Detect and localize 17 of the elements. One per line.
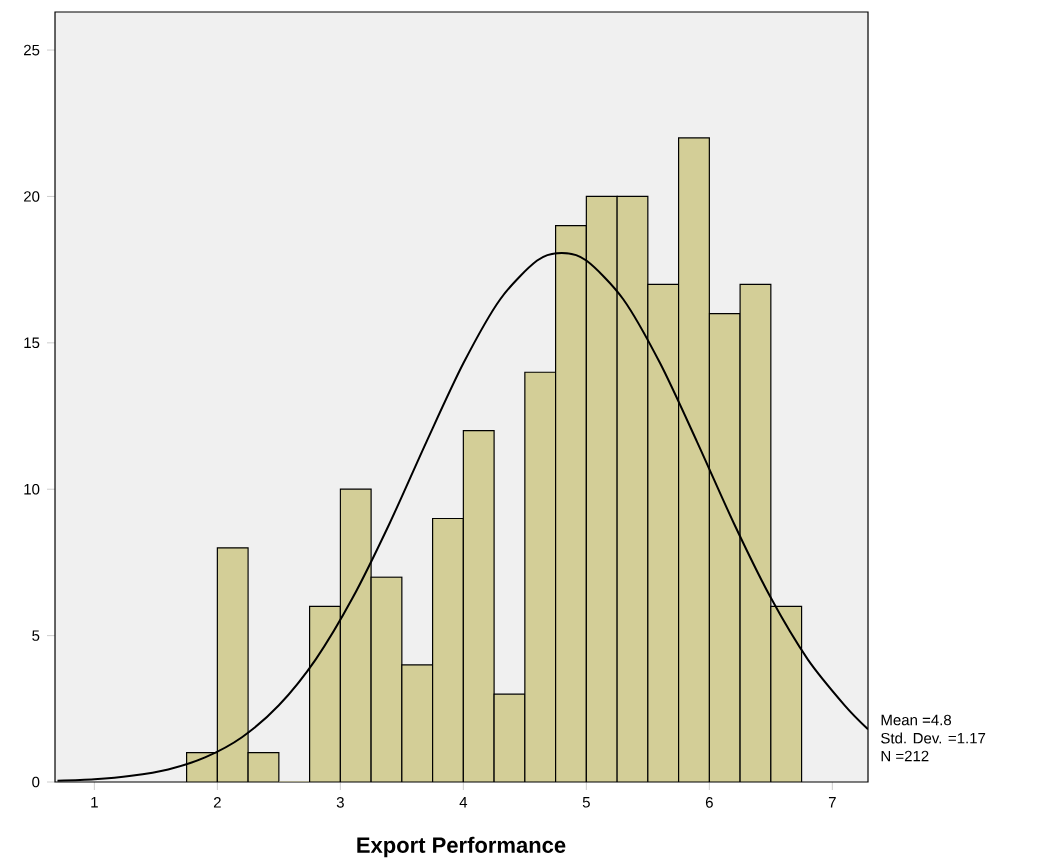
x-tick-label: 1 <box>91 797 98 808</box>
y-tick-label: 25 <box>24 44 40 56</box>
y-tick-label: 0 <box>32 776 40 788</box>
y-tick-label: 15 <box>24 337 40 349</box>
text: Std. Dev. =1.17 <box>881 732 986 744</box>
x-tick-label: 7 <box>828 797 836 808</box>
x-tick-label: 3 <box>336 797 344 808</box>
x-tick-label: 6 <box>705 797 713 808</box>
x-tick-label: 2 <box>213 797 221 808</box>
text: N =212 <box>881 750 929 762</box>
x-axis-title: Export Performance <box>357 836 566 858</box>
y-tick-label: 10 <box>24 483 40 495</box>
text: Mean =4.8 <box>881 714 952 726</box>
x-tick-label: 5 <box>582 797 590 808</box>
x-tick-label: 4 <box>459 797 468 808</box>
y-tick-label: 20 <box>24 191 40 202</box>
y-tick-label: 5 <box>32 630 40 641</box>
